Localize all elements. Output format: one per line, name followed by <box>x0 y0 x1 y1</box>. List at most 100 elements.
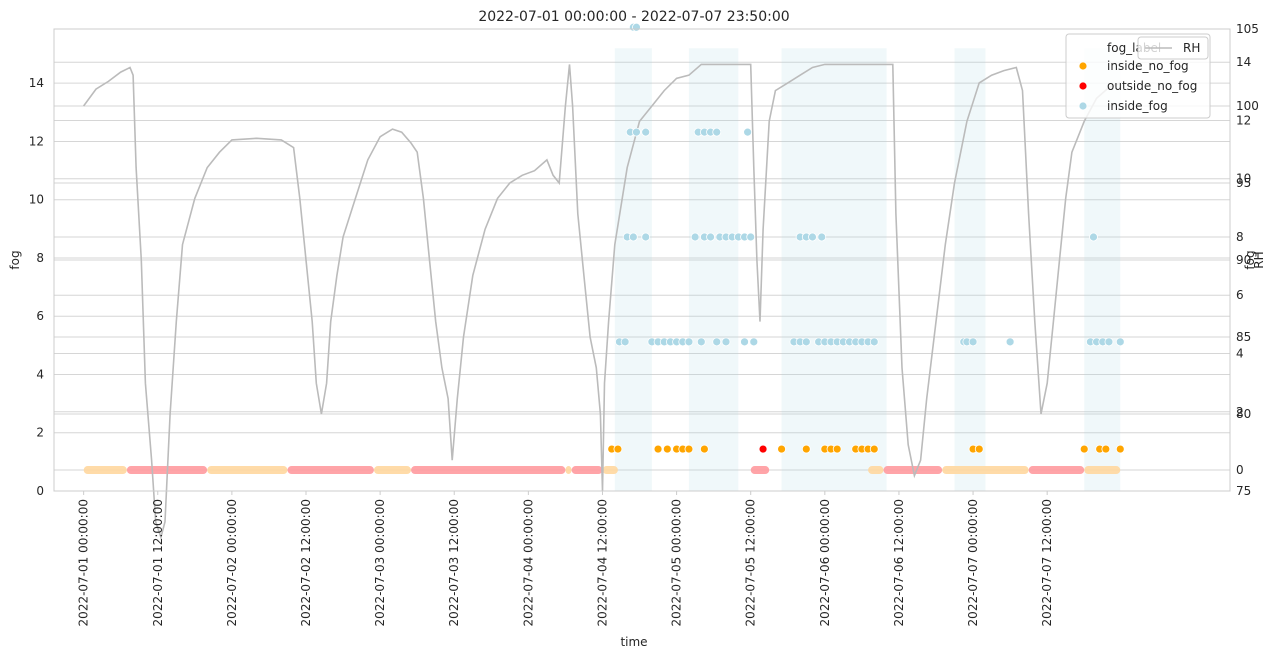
point-inside_fog <box>1115 337 1125 347</box>
point-inside_fog <box>684 337 694 347</box>
point-inside_no_fog <box>777 444 786 454</box>
right-axis-fog: 0 2 4 6 8 10 12 14 <box>1236 55 1251 477</box>
point-inside_no_fog <box>801 444 811 454</box>
point-inside_no_fog <box>974 444 984 454</box>
legend-rh-box <box>1137 36 1209 60</box>
point-inside_fog <box>641 232 651 242</box>
point-inside_fog <box>632 127 641 137</box>
point-inside_fog <box>749 337 759 347</box>
point-inside_no_fog <box>662 444 672 454</box>
y2-axis-label-rh: RH <box>1252 251 1266 268</box>
no-fog-band <box>83 466 1121 475</box>
x-tick-label: 2022-07-01 00:00:00 <box>77 499 91 626</box>
left-tick-label: 10 <box>29 193 44 207</box>
point-inside_fog <box>740 337 749 347</box>
legend-marker-inside_fog <box>1078 101 1088 111</box>
point-inside_fog <box>628 232 638 242</box>
point-inside_fog <box>1005 337 1015 347</box>
point-inside_no_fog <box>832 444 842 454</box>
point-inside_fog <box>817 232 827 242</box>
point-inside_fog <box>808 232 817 242</box>
point-outside_no_fog <box>758 444 768 454</box>
right-rh-tick-label: 105 <box>1236 22 1259 36</box>
fog-bar <box>688 48 739 492</box>
legend-label-outside_no_fog: outside_no_fog <box>1107 79 1197 93</box>
point-inside_fog <box>968 337 978 347</box>
x-axis: 2022-07-01 00:00:00 2022-07-01 12:00:00 20… <box>77 491 1054 626</box>
left-axis: 0 2 4 6 8 10 12 14 <box>29 76 44 498</box>
point-inside_fog <box>1104 337 1114 347</box>
x-tick-label: 2022-07-06 00:00:00 <box>818 499 832 626</box>
right-fog-tick-label: 10 <box>1236 172 1251 186</box>
fog-bar <box>1084 48 1121 492</box>
x-axis-label: time <box>620 635 647 649</box>
no-fog-segment <box>1028 466 1085 475</box>
y2-axis-label-fog: fog <box>1243 250 1257 269</box>
right-fog-tick-label: 12 <box>1236 113 1251 127</box>
legend-label-rh: RH <box>1183 41 1200 55</box>
x-tick-label: 2022-07-03 00:00:00 <box>373 499 387 626</box>
no-fog-segment <box>868 466 884 475</box>
left-tick-label: 6 <box>36 309 44 323</box>
point-inside_no_fog <box>684 444 694 454</box>
x-tick-label: 2022-07-07 00:00:00 <box>966 499 980 626</box>
x-tick-label: 2022-07-05 00:00:00 <box>670 499 684 626</box>
point-inside_no_fog <box>613 444 623 454</box>
no-fog-segment <box>571 466 603 475</box>
rh-line <box>82 63 1121 540</box>
right-fog-tick-label: 8 <box>1236 230 1244 244</box>
fog-bars <box>614 48 1121 492</box>
legend-label-inside_no_fog: inside_no_fog <box>1107 59 1189 73</box>
legend-label-inside_fog: inside_fog <box>1107 99 1168 113</box>
point-inside_fog <box>706 232 715 242</box>
fog-bar <box>781 48 887 492</box>
point-inside_no_fog <box>869 444 879 454</box>
x-tick-label: 2022-07-01 12:00:00 <box>151 499 165 626</box>
point-inside_no_fog <box>699 444 709 454</box>
right-fog-tick-label: 2 <box>1236 405 1244 419</box>
x-tick-label: 2022-07-02 00:00:00 <box>225 499 239 626</box>
point-inside_fog <box>869 337 879 347</box>
x-tick-label: 2022-07-07 12:00:00 <box>1040 499 1054 626</box>
rh-series <box>82 63 1121 540</box>
right-fog-tick-label: 4 <box>1236 347 1244 361</box>
fog-bar <box>614 48 652 492</box>
no-fog-segment <box>83 466 127 475</box>
left-tick-label: 12 <box>29 134 44 148</box>
left-tick-label: 8 <box>36 251 44 265</box>
right-fog-tick-label: 14 <box>1236 55 1251 69</box>
x-tick-label: 2022-07-04 12:00:00 <box>595 499 609 626</box>
right-rh-tick-label: 100 <box>1236 99 1259 113</box>
point-inside_fog <box>641 127 651 137</box>
no-fog-segment <box>411 466 566 475</box>
point-inside_fog <box>1089 232 1098 242</box>
point-inside_fog <box>746 232 756 242</box>
fog-bar <box>954 48 986 492</box>
no-fog-segment <box>1084 466 1121 475</box>
legend-marker-outside_no_fog <box>1078 81 1088 91</box>
legend-marker-inside_no_fog <box>1078 61 1088 71</box>
legend: fog_labelinside_no_fogoutside_no_foginsi… <box>1065 33 1211 119</box>
point-inside_no_fog <box>1115 444 1125 454</box>
left-tick-label: 4 <box>36 367 44 381</box>
right-rh-tick-label: 90 <box>1236 253 1251 267</box>
x-tick-label: 2022-07-06 12:00:00 <box>892 499 906 626</box>
point-inside_fog <box>712 127 722 137</box>
right-rh-tick-label: 85 <box>1236 330 1251 344</box>
point-inside_no_fog <box>653 444 663 454</box>
right-rh-tick-label: 75 <box>1236 484 1251 498</box>
point-inside_fog <box>690 232 700 242</box>
right-rh-tick-label: 95 <box>1236 176 1251 190</box>
point-inside_fog <box>620 337 630 347</box>
right-fog-tick-label: 6 <box>1236 288 1244 302</box>
no-fog-segment <box>565 466 572 475</box>
point-inside_fog <box>632 22 641 32</box>
x-tick-label: 2022-07-04 00:00:00 <box>521 499 535 626</box>
fog-points <box>607 22 1125 454</box>
left-tick-label: 2 <box>36 426 44 440</box>
x-tick-label: 2022-07-05 12:00:00 <box>744 499 758 626</box>
left-tick-label: 14 <box>29 76 44 90</box>
point-inside_fog <box>721 337 731 347</box>
